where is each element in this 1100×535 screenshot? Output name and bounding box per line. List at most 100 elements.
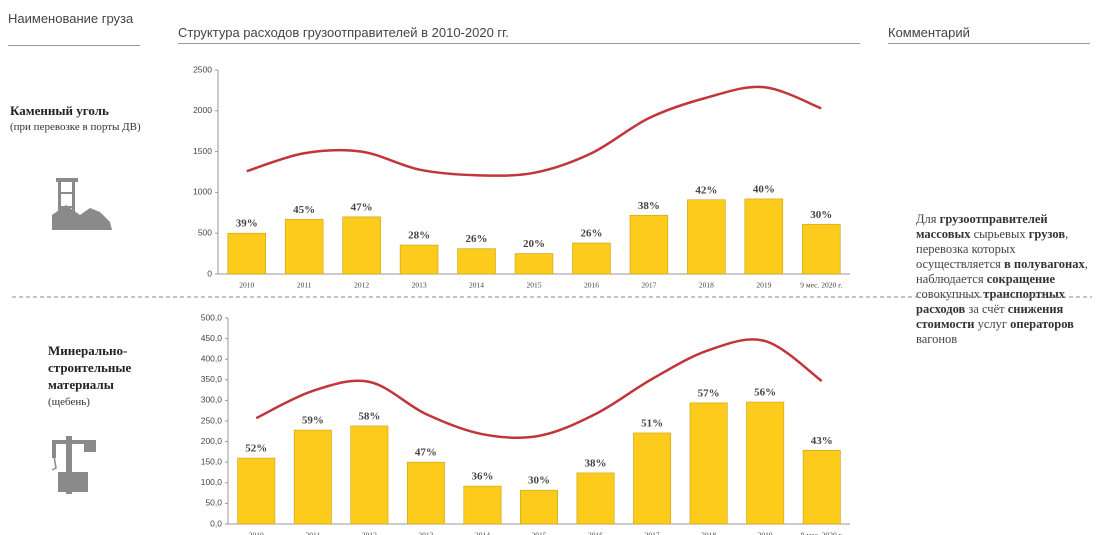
x-tick-label: 2012 [362, 531, 377, 535]
bar [399, 244, 439, 275]
bar-label: 39% [236, 218, 258, 230]
bar [689, 402, 728, 525]
comment-text: грузоотправителей массовых [916, 212, 1048, 241]
y-tick-label: 200,0 [201, 436, 223, 446]
bar-label: 42% [695, 184, 717, 196]
header-comment: Комментарий [888, 26, 1090, 44]
bar [520, 489, 558, 525]
comment-text: Для [916, 212, 940, 226]
x-tick-label: 2010 [239, 281, 254, 290]
y-tick-label: 450,0 [201, 333, 223, 343]
comment-text: сокращение [986, 272, 1055, 286]
x-tick-label: 2015 [532, 531, 547, 535]
bar-label: 47% [351, 201, 373, 213]
x-tick-label: 2017 [645, 531, 660, 535]
comment-text: в полувагонах [1004, 257, 1085, 271]
bar [576, 472, 615, 525]
bar-label: 30% [810, 209, 832, 221]
x-tick-label: 2016 [588, 531, 603, 535]
x-tick-label: 2012 [354, 281, 369, 290]
bar-label: 26% [580, 228, 602, 240]
y-tick-label: 350,0 [201, 374, 223, 384]
bar [293, 429, 332, 525]
bar-label: 57% [698, 387, 720, 399]
row-subtitle: (при перевозке в порты ДВ) [10, 121, 141, 133]
comment-text: услуг [974, 317, 1011, 331]
x-tick-label: 2011 [297, 281, 312, 290]
bar [633, 432, 672, 525]
bar [802, 223, 841, 275]
line [246, 85, 822, 177]
x-tick-label: 9 мес. 2020 г. [801, 531, 843, 535]
row-title: Каменный уголь [10, 103, 109, 118]
comment-text: , перевозка которых осуществляется [916, 227, 1069, 271]
x-tick-label: 2014 [475, 531, 490, 535]
comment-text: , наблюдается [916, 257, 1088, 286]
bar [406, 461, 445, 525]
x-tick-label: 2019 [756, 281, 771, 290]
header-structure: Структура расходов грузоотправителей в 2… [178, 26, 860, 44]
x-tick-label: 2018 [699, 281, 714, 290]
comment-text: снижения стоимости [916, 302, 1064, 331]
y-tick-label: 2500 [193, 64, 212, 74]
header-cargo: Наименование груза [8, 12, 140, 46]
x-tick-label: 2018 [701, 531, 716, 535]
x-tick-label: 2010 [249, 531, 264, 535]
y-tick-label: 50,0 [205, 498, 222, 508]
x-tick-label: 2019 [758, 531, 773, 535]
row-title: Минерально-строительные материалы [48, 343, 132, 392]
bar-label: 51% [641, 417, 663, 429]
bar-label: 45% [293, 204, 315, 216]
comment-text: за счёт [965, 302, 1008, 316]
x-tick-label: 2013 [418, 531, 433, 535]
bar-label: 38% [638, 200, 660, 212]
y-tick-label: 0,0 [210, 518, 222, 528]
bar-label: 52% [245, 443, 267, 455]
bar-label: 20% [523, 238, 545, 250]
bar-label: 58% [358, 410, 380, 422]
bar-label: 56% [754, 387, 776, 399]
bar [572, 242, 611, 275]
comment-text: вагонов [916, 332, 958, 346]
comment-text: грузов [1028, 227, 1066, 241]
bar [350, 425, 389, 525]
bar-label: 28% [408, 230, 430, 242]
bar-label: 59% [302, 415, 324, 427]
y-tick-label: 500,0 [201, 312, 223, 322]
bar-label: 38% [585, 457, 607, 469]
comment-text: операторов [1010, 317, 1074, 331]
bar-label: 40% [753, 183, 775, 195]
bar-label: 30% [528, 475, 550, 487]
bar [342, 216, 381, 275]
coal-icon [52, 178, 112, 230]
bar [629, 214, 669, 275]
x-tick-label: 9 мес. 2020 г. [800, 281, 842, 290]
bar [284, 219, 324, 275]
bar [514, 253, 554, 275]
x-tick-label: 2015 [527, 281, 542, 290]
y-tick-label: 0 [207, 268, 212, 278]
line [255, 338, 823, 439]
y-tick-label: 300,0 [201, 395, 223, 405]
bar [237, 457, 276, 525]
bar [746, 401, 785, 525]
bar [744, 198, 784, 275]
x-tick-label: 2016 [584, 281, 599, 290]
bar-label: 36% [471, 471, 493, 483]
y-tick-label: 2000 [193, 105, 212, 115]
bar-label: 47% [415, 447, 437, 459]
bar [687, 199, 726, 275]
comment-text: сырьевых [970, 227, 1029, 241]
bar-label: 26% [466, 233, 488, 245]
x-tick-label: 2014 [469, 281, 484, 290]
y-tick-label: 500 [198, 227, 212, 237]
bar-label: 43% [811, 435, 833, 447]
crane-icon [51, 436, 96, 494]
y-tick-label: 1500 [193, 146, 212, 156]
bar [227, 232, 266, 275]
y-tick-label: 1000 [193, 187, 212, 197]
y-tick-label: 150,0 [201, 456, 223, 466]
bar [457, 248, 496, 275]
